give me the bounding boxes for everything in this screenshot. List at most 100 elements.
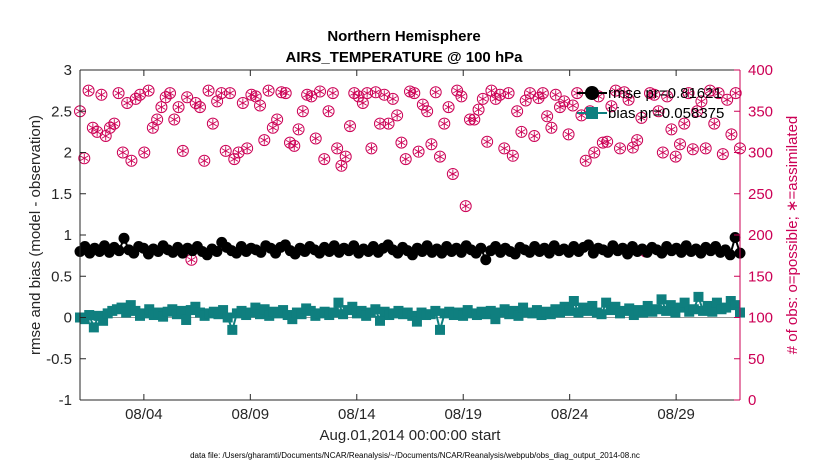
bias-point [707, 306, 718, 317]
bias-point [656, 294, 667, 305]
obs-point [344, 120, 356, 133]
obs-point [502, 87, 515, 100]
obs-point [168, 113, 181, 126]
bias-point [190, 301, 201, 312]
series-bias [75, 291, 745, 335]
obs-point [155, 101, 168, 114]
obs-point [361, 87, 374, 100]
bias-point [347, 301, 358, 312]
obs-point [648, 88, 661, 101]
bias-point [287, 314, 298, 325]
obs-point [331, 142, 344, 155]
obs-point [292, 123, 305, 136]
x-tick-label: 08/04 [125, 406, 163, 423]
series-layer [74, 84, 746, 335]
obs-point [279, 87, 292, 100]
bias-point [176, 305, 187, 316]
x-ticks: 08/04 08/09 08/14 08/19 08/24 08/29 [125, 70, 695, 423]
obs-point [391, 109, 404, 122]
obs-point [429, 86, 442, 99]
obs-point [224, 87, 236, 100]
legend-bias-label: bias pr=0.058375 [608, 105, 724, 122]
obs-point [635, 111, 648, 124]
x-tick-label: 08/14 [338, 406, 376, 423]
y-axis-label-right: # of obs: o=possible; ∗=assimilated [784, 116, 801, 355]
obs-point [528, 130, 541, 142]
obs-point [704, 84, 716, 97]
obs-point [665, 123, 678, 136]
rmse-point [729, 231, 741, 243]
bias-point [693, 291, 704, 302]
obs-point [661, 90, 674, 103]
chart-title: Northern Hemisphere [327, 28, 480, 45]
obs-point [395, 136, 408, 149]
obs-point [729, 87, 742, 100]
bias-point [564, 305, 575, 316]
obs-point [725, 128, 738, 141]
obs-point [691, 105, 704, 118]
obs-point [271, 113, 284, 126]
obs-point [176, 144, 189, 157]
obs-point [219, 144, 232, 157]
obs-point [296, 105, 309, 118]
obs-point [399, 153, 412, 166]
legend-rmse-marker [585, 86, 599, 100]
y-tick-label-right: 350 [748, 103, 773, 120]
obs-point [549, 88, 562, 101]
bias-point [328, 307, 339, 318]
bias-point [181, 314, 192, 325]
obs-point [626, 141, 639, 154]
obs-point [442, 101, 455, 114]
y-ticks-left: -1 -0.5 0 0.5 1 1.5 2 2.5 3 [46, 62, 86, 409]
bias-point [121, 307, 132, 318]
obs-point [365, 142, 378, 155]
obs-point [382, 117, 395, 130]
obs-point [421, 105, 434, 118]
rmse-point [582, 239, 594, 251]
obs-point [318, 153, 331, 166]
obs-point [262, 84, 275, 97]
y-tick-label: -0.5 [46, 351, 72, 368]
obs-point [241, 142, 254, 155]
bias-point [250, 302, 261, 313]
obs-point [721, 93, 734, 106]
obs-point [408, 87, 421, 100]
obs-point [631, 134, 644, 147]
obs-point [434, 150, 446, 163]
obs-point [656, 146, 669, 159]
bias-point [638, 307, 649, 318]
x-tick-label: 08/19 [444, 406, 482, 423]
obs-point [652, 105, 665, 118]
obs-point [716, 148, 729, 161]
bias-point [458, 310, 469, 321]
obs-point [164, 87, 176, 100]
obs-point [622, 93, 635, 106]
rmse-point [118, 232, 130, 244]
obs-point [515, 125, 528, 138]
y-ticks-right: 0 50 100 150 200 250 300 350 400 [734, 62, 773, 409]
y-tick-label: 2.5 [51, 103, 72, 120]
bias-point [490, 314, 501, 325]
obs-point [708, 117, 721, 130]
obs-point [566, 99, 579, 112]
series-rmse [74, 231, 746, 266]
obs-point [562, 128, 575, 141]
data-file-note: data file: /Users/gharamti/Documents/NCA… [190, 451, 640, 460]
bias-point [642, 300, 653, 311]
bias-point [587, 300, 598, 311]
obs-point [511, 105, 524, 118]
y-axis-label: rmse and bias (model - observation) [27, 115, 44, 355]
bias-point [296, 309, 307, 320]
bias-point [721, 302, 732, 313]
obs-point [459, 200, 472, 213]
obs-point [151, 113, 164, 126]
obs-point [374, 117, 386, 130]
rmse-point [724, 249, 736, 261]
y-tick-label: 1 [64, 227, 72, 244]
obs-point [699, 142, 712, 155]
bias-point [430, 305, 441, 316]
bias-point [702, 300, 713, 311]
x-axis-label: Aug.01,2014 00:00:00 start [320, 427, 502, 444]
obs-point [472, 103, 485, 116]
plot-area: -1 -0.5 0 0.5 1 1.5 2 2.5 3 0 50 100 150 200 250 300 35… [46, 62, 773, 423]
